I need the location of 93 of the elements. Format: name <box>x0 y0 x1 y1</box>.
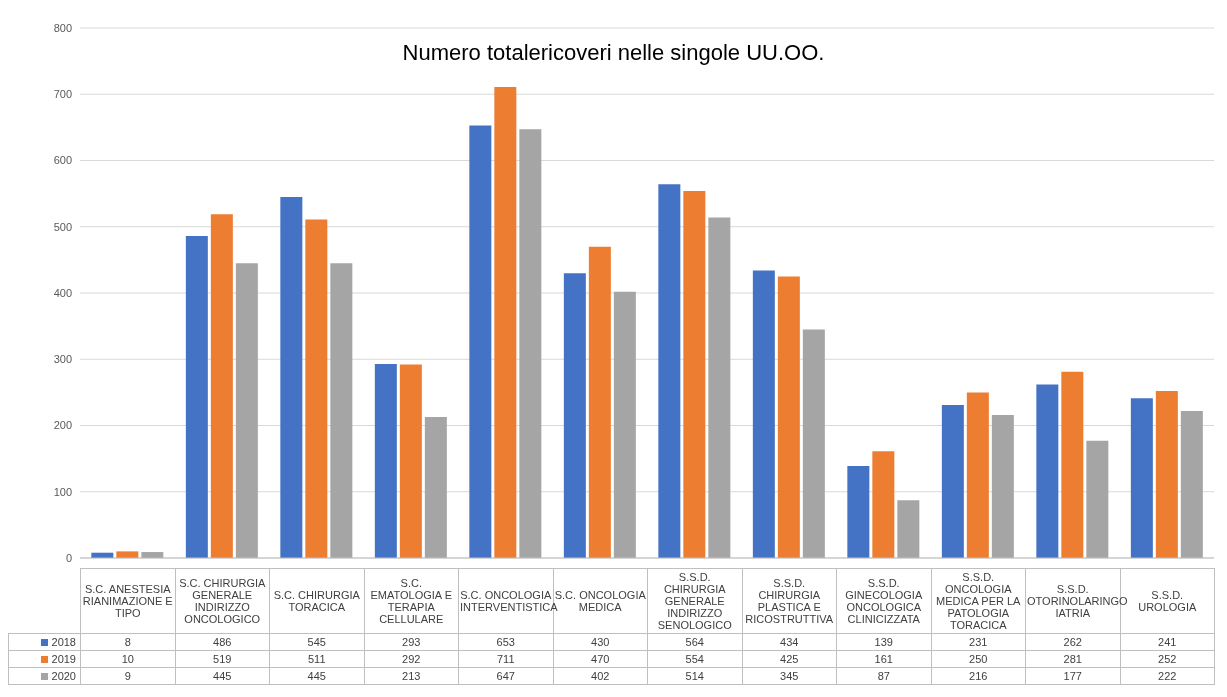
y-tick-label: 800 <box>53 21 72 34</box>
data-label: 402 <box>553 667 648 685</box>
bar <box>683 190 706 558</box>
data-label: 486 <box>175 633 270 651</box>
data-label: 647 <box>458 667 553 685</box>
bar <box>1061 371 1084 558</box>
data-label: 250 <box>931 650 1026 668</box>
bar <box>966 392 989 558</box>
bar <box>210 214 233 558</box>
data-label: 281 <box>1025 650 1120 668</box>
bar <box>1180 410 1203 558</box>
x-tick-label: S.S.D. OTORINOLARINGO IATRIA <box>1026 582 1128 621</box>
y-tick-label: 700 <box>53 88 72 101</box>
data-label: 445 <box>269 667 364 685</box>
legend-label: 2019 <box>8 650 81 668</box>
x-tick-label: S.S.D. CHIRURGIA GENERALE INDIRIZZO SENOLOGICO <box>647 568 742 634</box>
bar <box>116 551 139 558</box>
data-label: 564 <box>647 633 742 651</box>
bar <box>802 329 825 558</box>
legend-label: 2018 <box>8 633 81 651</box>
data-label: 87 <box>836 667 931 685</box>
data-label: 711 <box>458 650 553 668</box>
data-label: 345 <box>742 667 837 685</box>
bar <box>991 414 1014 558</box>
x-tick-label: S.S.D. CHIRURGIA PLASTICA E RICOSTRUTTIVA <box>742 568 837 634</box>
legend-label: 2020 <box>8 667 81 685</box>
bar <box>519 129 542 558</box>
data-label: 470 <box>553 650 648 668</box>
bar <box>588 246 611 558</box>
x-tick-label: S.C. CHIRURGIA TORACICA <box>269 568 364 634</box>
x-tick-label: S.S.D. UROLOGIA <box>1138 589 1197 613</box>
bar <box>1036 384 1059 558</box>
bar <box>280 196 303 558</box>
bar <box>305 219 328 558</box>
data-label: 9 <box>80 667 175 685</box>
data-label: 216 <box>931 667 1026 685</box>
data-label: 514 <box>647 667 742 685</box>
y-tick-label: 0 <box>65 551 72 564</box>
data-label: 213 <box>364 667 459 685</box>
y-tick-label: 600 <box>53 154 72 167</box>
bar <box>399 364 422 558</box>
bar <box>658 184 681 558</box>
data-label: 511 <box>269 650 364 668</box>
data-label: 177 <box>1025 667 1120 685</box>
data-label: 293 <box>364 633 459 651</box>
bar <box>847 465 870 558</box>
data-label: 445 <box>175 667 270 685</box>
bar <box>374 363 397 558</box>
data-label: 434 <box>742 633 837 651</box>
x-tick-label: S.S.D. ONCOLOGIA MEDICA PER LA PATOLOGIA TORACICA <box>931 568 1026 634</box>
bar <box>235 263 258 558</box>
y-tick-label: 100 <box>53 485 72 498</box>
data-label: 231 <box>931 633 1026 651</box>
y-tick-label: 400 <box>53 286 72 299</box>
bar <box>1130 398 1153 558</box>
bar <box>424 416 447 558</box>
x-tick-label: S.C. ANESTESIA RIANIMAZIONE E TIPO <box>80 568 175 634</box>
bar <box>872 451 895 558</box>
data-label: 252 <box>1120 650 1215 668</box>
y-tick-label: 300 <box>53 353 72 366</box>
x-tick-label: S.C. EMATOLOGIA E TERAPIA CELLULARE <box>364 568 459 634</box>
data-label: 653 <box>458 633 553 651</box>
bar <box>777 276 800 558</box>
data-label: 425 <box>742 650 837 668</box>
data-label: 430 <box>553 633 648 651</box>
data-label: 10 <box>80 650 175 668</box>
x-tick-label: S.C. CHIRURGIA GENERALE INDIRIZZO ONCOLOGICO <box>175 568 270 634</box>
text: Numero totalericoveri nelle singole UU.OO. <box>401 40 826 66</box>
y-tick-label: 500 <box>53 220 72 233</box>
bar <box>1155 391 1178 558</box>
bar <box>752 270 775 558</box>
data-label: 519 <box>175 650 270 668</box>
data-label: 8 <box>80 633 175 651</box>
bar <box>941 404 964 558</box>
data-label: 241 <box>1120 633 1215 651</box>
data-label: 161 <box>836 650 931 668</box>
bar <box>897 500 920 558</box>
data-label: 139 <box>836 633 931 651</box>
bar <box>708 217 731 558</box>
x-tick-label: S.S.D. GINECOLOGIA ONCOLOGICA CLINICIZZATA <box>836 568 931 634</box>
data-label: 554 <box>647 650 742 668</box>
data-label: 262 <box>1025 633 1120 651</box>
bar <box>494 86 517 558</box>
data-label: 545 <box>269 633 364 651</box>
data-label: 292 <box>364 650 459 668</box>
bar <box>330 263 353 558</box>
bar <box>613 291 636 558</box>
bar <box>563 273 586 558</box>
data-label: 222 <box>1120 667 1215 685</box>
bar <box>469 125 492 558</box>
bar <box>1086 440 1109 558</box>
y-tick-label: 200 <box>53 419 72 432</box>
bar <box>185 236 208 558</box>
